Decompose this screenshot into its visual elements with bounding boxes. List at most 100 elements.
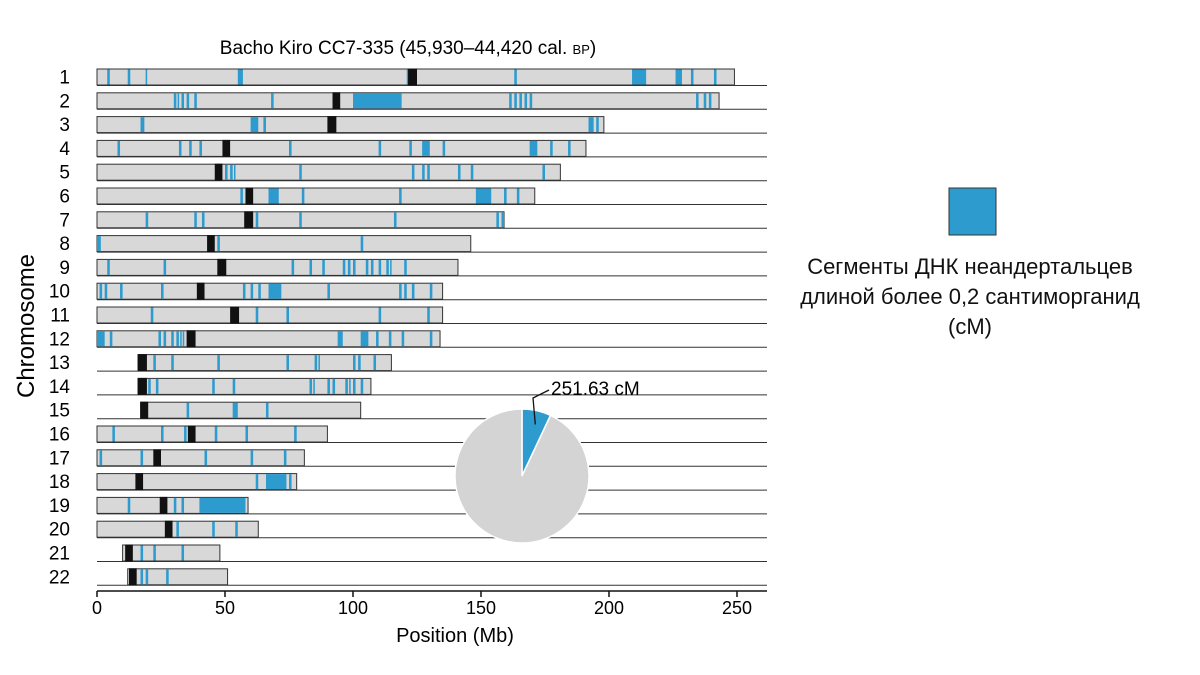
neanderthal-segment bbox=[390, 259, 392, 275]
neanderthal-segment bbox=[145, 69, 148, 85]
neanderthal-segment bbox=[99, 283, 103, 299]
neanderthal-segment bbox=[360, 236, 364, 252]
chromosome-row-4: 4 bbox=[59, 139, 767, 160]
neanderthal-segment bbox=[242, 283, 246, 299]
neanderthal-segment bbox=[360, 331, 369, 347]
neanderthal-segment bbox=[145, 212, 149, 228]
neanderthal-segment bbox=[163, 259, 167, 275]
neanderthal-segment bbox=[504, 188, 507, 204]
neanderthal-segment bbox=[199, 140, 202, 156]
chromosome-bar bbox=[96, 235, 472, 253]
x-axis-label: Position (Mb) bbox=[396, 625, 514, 647]
chromosome-row-11: 11 bbox=[50, 306, 767, 327]
chart-title-main: Bacho Kiro CC7-335 (45,930–44,420 cal. bbox=[220, 38, 573, 59]
neanderthal-segment bbox=[189, 140, 192, 156]
neanderthal-segment bbox=[230, 164, 233, 180]
neanderthal-segment bbox=[217, 236, 220, 252]
neanderthal-segment bbox=[378, 259, 382, 275]
neanderthal-segment bbox=[301, 188, 305, 204]
chromosome-bar bbox=[96, 163, 561, 181]
neanderthal-segment bbox=[299, 164, 302, 180]
neanderthal-segment bbox=[457, 164, 461, 180]
centromere bbox=[186, 330, 196, 348]
chromosome-row-6: 6 bbox=[59, 187, 767, 208]
chromosome-label: 14 bbox=[49, 377, 71, 398]
neanderthal-segment bbox=[212, 378, 215, 394]
x-axis: 0 50 100 150 200 250 bbox=[92, 590, 767, 618]
neanderthal-segment bbox=[153, 355, 156, 371]
centromere bbox=[214, 163, 223, 181]
chromosome-label: 16 bbox=[49, 425, 70, 446]
neanderthal-segment bbox=[404, 259, 407, 275]
centromere bbox=[129, 568, 137, 586]
neanderthal-segment bbox=[283, 450, 287, 466]
neanderthal-segment bbox=[173, 93, 177, 109]
neanderthal-segment bbox=[399, 283, 402, 299]
neanderthal-segment bbox=[232, 378, 236, 394]
centromere bbox=[140, 401, 149, 419]
chromosome-row-17: 17 bbox=[49, 448, 767, 469]
chromosome-bar bbox=[96, 139, 587, 157]
neanderthal-segment bbox=[194, 93, 197, 109]
neanderthal-segment bbox=[427, 307, 430, 323]
neanderthal-segment bbox=[365, 259, 369, 275]
pie-chart: 251.63 cM bbox=[454, 379, 640, 544]
neanderthal-segment bbox=[161, 283, 164, 299]
chromosome-bar bbox=[96, 306, 444, 324]
pie-slice bbox=[454, 408, 590, 544]
neanderthal-segment bbox=[347, 259, 351, 275]
neanderthal-segment bbox=[255, 212, 259, 228]
chromosome-row-2: 2 bbox=[59, 91, 767, 112]
chromosome-bar bbox=[96, 258, 459, 276]
neanderthal-segment bbox=[240, 188, 243, 204]
neanderthal-segment bbox=[345, 378, 348, 394]
chromosome-row-3: 3 bbox=[59, 115, 767, 136]
x-tick-label: 200 bbox=[594, 598, 624, 618]
neanderthal-segment bbox=[163, 331, 167, 347]
chromosome-label: 22 bbox=[49, 567, 70, 588]
centromere bbox=[164, 520, 173, 538]
chromosome-label: 1 bbox=[59, 68, 70, 89]
chromosome-label: 20 bbox=[49, 520, 70, 541]
x-tick-label: 50 bbox=[215, 598, 235, 618]
neanderthal-segment bbox=[186, 402, 190, 418]
chromosome-row-10: 10 bbox=[49, 282, 767, 303]
neanderthal-segment bbox=[99, 450, 103, 466]
neanderthal-segment bbox=[422, 140, 430, 156]
chromosome-bar bbox=[137, 377, 372, 395]
neanderthal-segment bbox=[401, 331, 405, 347]
neanderthal-segment bbox=[353, 378, 356, 394]
neanderthal-segment bbox=[161, 426, 164, 442]
neanderthal-segment bbox=[235, 521, 238, 537]
neanderthal-segment bbox=[127, 69, 131, 85]
neanderthal-segment bbox=[153, 545, 156, 561]
neanderthal-segment bbox=[140, 545, 144, 561]
neanderthal-segment bbox=[237, 69, 243, 85]
chromosome-label: 4 bbox=[59, 139, 70, 160]
neanderthal-segment bbox=[568, 140, 571, 156]
neanderthal-segment bbox=[318, 355, 320, 371]
chromosome-label: 2 bbox=[59, 91, 70, 112]
chromosome-bar bbox=[127, 568, 229, 586]
neanderthal-segment bbox=[378, 140, 382, 156]
neanderthal-segment bbox=[97, 236, 101, 252]
chromosome-bar bbox=[96, 330, 441, 348]
chromosome-row-14: 14 bbox=[49, 377, 767, 398]
chromosome-label: 7 bbox=[59, 210, 70, 231]
pie-leader-line bbox=[532, 389, 550, 425]
neanderthal-segment bbox=[429, 331, 433, 347]
neanderthal-segment bbox=[155, 378, 159, 394]
centromere bbox=[159, 496, 168, 514]
neanderthal-segment bbox=[181, 93, 185, 109]
neanderthal-segment bbox=[524, 93, 528, 109]
neanderthal-segment bbox=[120, 283, 123, 299]
neanderthal-segment bbox=[327, 283, 330, 299]
neanderthal-segment bbox=[632, 69, 647, 85]
neanderthal-segment bbox=[314, 355, 318, 371]
neanderthal-segment bbox=[289, 140, 292, 156]
neanderthal-segment bbox=[550, 140, 553, 156]
neanderthal-segment bbox=[268, 283, 282, 299]
neanderthal-segment bbox=[519, 93, 522, 109]
chromosome-row-19: 19 bbox=[49, 496, 767, 517]
chromosome-row-12: 12 bbox=[49, 329, 767, 350]
